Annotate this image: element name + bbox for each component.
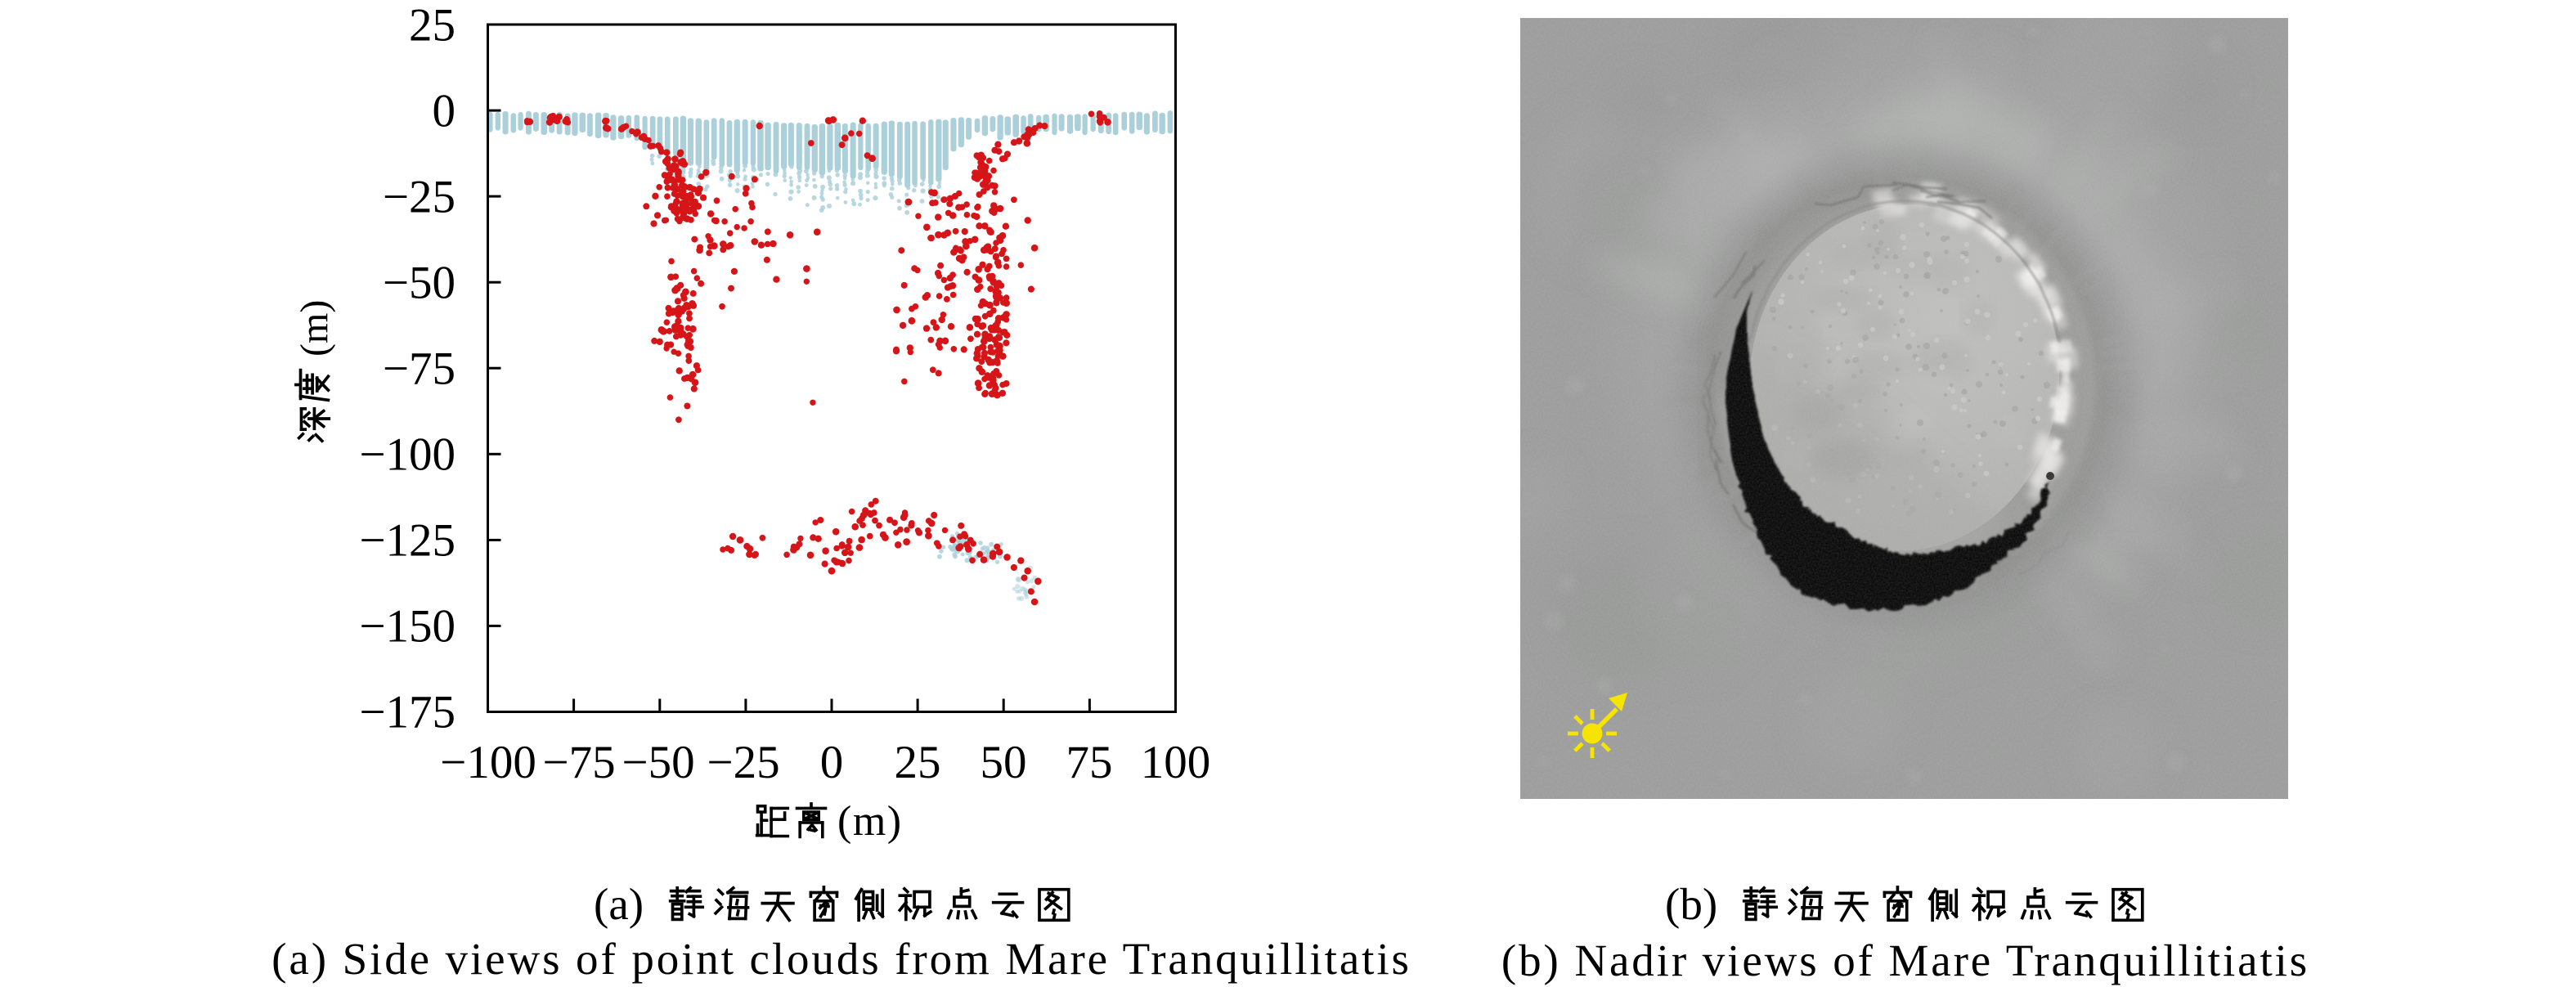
svg-text:−100: −100 [359, 429, 456, 481]
svg-text:−25: −25 [707, 737, 779, 788]
svg-text:(a) Side views of point clouds: (a) Side views of point clouds from Mare… [272, 934, 1411, 984]
svg-text:75: 75 [1066, 737, 1113, 788]
svg-text:−100: −100 [440, 737, 536, 788]
svg-text:(a): (a) [594, 879, 644, 929]
svg-text:100: 100 [1141, 737, 1211, 788]
svg-text:−150: −150 [359, 601, 456, 653]
svg-text:−75: −75 [383, 343, 456, 395]
svg-text:−75: −75 [542, 737, 615, 788]
svg-text:50: 50 [981, 737, 1027, 788]
svg-text:−50: −50 [383, 258, 456, 309]
svg-text:−175: −175 [359, 687, 456, 738]
svg-text:−50: −50 [622, 737, 694, 788]
svg-text:(b) Nadir views of Mare Tranqu: (b) Nadir views of Mare Tranquillitiatis [1501, 935, 2309, 985]
svg-text:(m): (m) [837, 798, 903, 845]
svg-text:(m): (m) [293, 300, 336, 357]
svg-text:0: 0 [820, 737, 844, 788]
svg-text:25: 25 [409, 0, 456, 52]
svg-text:(b): (b) [1665, 879, 1717, 929]
svg-text:−125: −125 [359, 515, 456, 567]
svg-text:25: 25 [895, 737, 941, 788]
svg-text:−25: −25 [383, 172, 456, 223]
svg-text:0: 0 [433, 86, 456, 137]
